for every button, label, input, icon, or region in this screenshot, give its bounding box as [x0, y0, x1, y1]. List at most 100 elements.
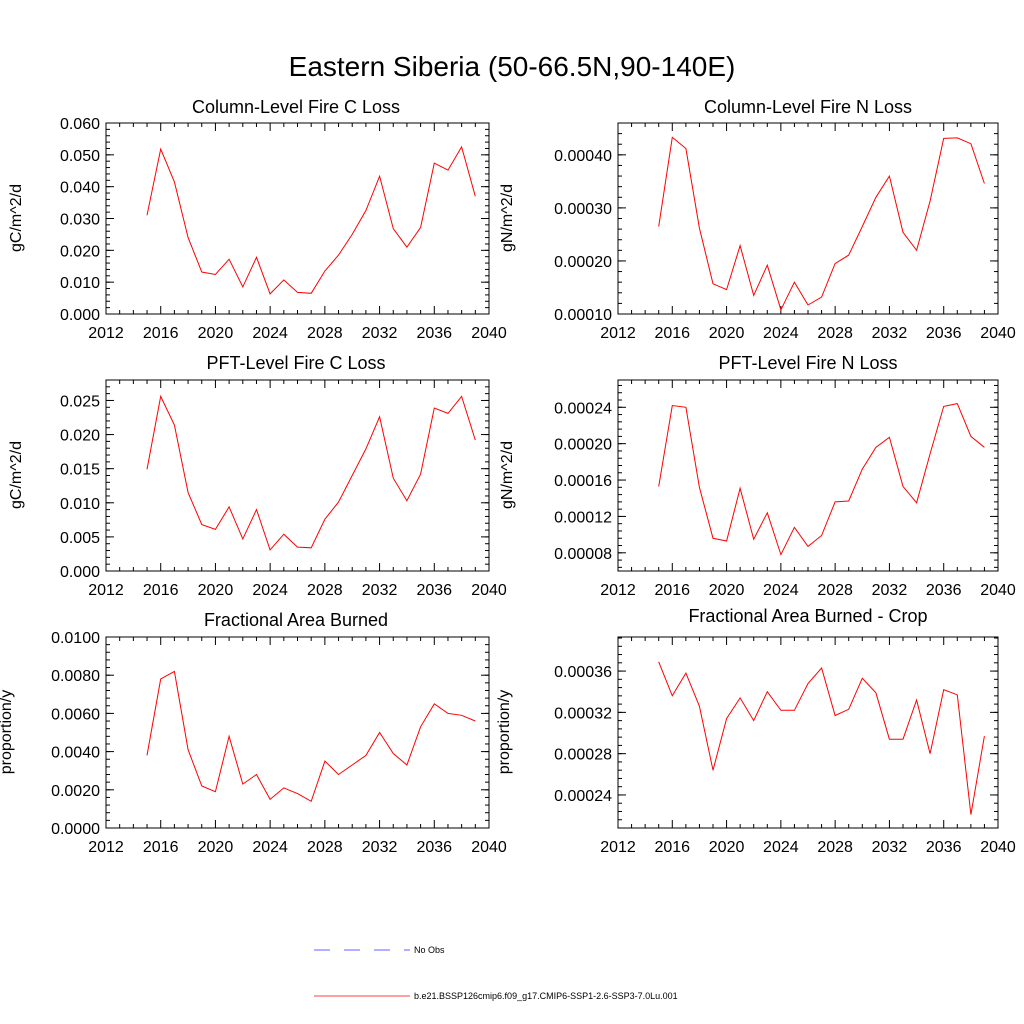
- y-tick-label: 0.00012: [554, 509, 612, 526]
- x-tick-label: 2032: [872, 582, 908, 599]
- x-tick-label: 2032: [872, 325, 908, 342]
- plot-area: 2012 2016 2020 2024 2028 2032 2036 2040 0.00008 0…: [554, 379, 1016, 599]
- y-tick-label: 0.00008: [554, 546, 612, 563]
- x-tick-label: 2036: [416, 325, 452, 342]
- x-tick-label: 2024: [763, 839, 799, 856]
- x-tick-label: 2028: [817, 839, 853, 856]
- y-axis-label: gC/m^2/d: [8, 441, 25, 509]
- legend-label: No Obs: [414, 945, 445, 955]
- y-tick-label: 0.00016: [554, 473, 612, 490]
- plot-area: 2012 2016 2020 2024 2028 2032 2036 2040 0.00010 0…: [554, 122, 1016, 342]
- y-tick-label: 0.00024: [554, 788, 612, 805]
- x-tick-label: 2032: [362, 582, 398, 599]
- x-tick-label: 2032: [362, 325, 398, 342]
- x-tick-label: 2028: [817, 582, 853, 599]
- plot-area: 2012 2016 2020 2024 2028 2032 2036 2040 0.000 0.0…: [60, 379, 507, 599]
- y-axis-label: gN/m^2/d: [499, 441, 516, 509]
- x-tick-label: 2036: [926, 325, 962, 342]
- x-tick-label: 2024: [763, 582, 799, 599]
- y-tick-label: 0.00028: [554, 747, 612, 764]
- y-tick-label: 0.00030: [554, 201, 612, 218]
- panel-column-c-loss: Column-Level Fire C Loss gC/m^2/d 2012 20…: [8, 97, 507, 342]
- x-tick-label: 2020: [709, 582, 745, 599]
- y-tick-label: 0.00040: [554, 148, 612, 165]
- x-tick-label: 2020: [198, 582, 234, 599]
- panel-title: PFT-Level Fire N Loss: [718, 353, 897, 373]
- y-tick-label: 0.050: [60, 148, 100, 165]
- plot-frame: [105, 379, 490, 572]
- y-axis-label: gC/m^2/d: [8, 184, 25, 252]
- y-tick-label: 0.0020: [51, 783, 100, 800]
- x-tick-label: 2012: [88, 325, 124, 342]
- series-line: [146, 670, 476, 803]
- y-tick-label: 0.00020: [554, 254, 612, 271]
- y-tick-label: 0.00024: [554, 400, 612, 417]
- y-tick-label: 0.00010: [554, 307, 612, 324]
- y-tick-label: 0.0040: [51, 745, 100, 762]
- y-axis-label: gN/m^2/d: [499, 184, 516, 252]
- x-tick-label: 2024: [252, 325, 288, 342]
- x-tick-label: 2032: [362, 839, 398, 856]
- panel-title: Column-Level Fire N Loss: [704, 97, 912, 117]
- y-tick-label: 0.00032: [554, 705, 612, 722]
- x-tick-label: 2012: [88, 582, 124, 599]
- panel-fractional-area-burned-crop: Fractional Area Burned - Crop proportion…: [496, 606, 1016, 856]
- panel-title: Fractional Area Burned - Crop: [688, 606, 927, 626]
- legend-item-no-obs: No Obs: [314, 945, 445, 955]
- plot-area: 2012 2016 2020 2024 2028 2032 2036 2040 0.0000 0.…: [51, 630, 507, 856]
- x-tick-label: 2024: [763, 325, 799, 342]
- x-tick-label: 2016: [654, 582, 690, 599]
- x-tick-label: 2012: [88, 839, 124, 856]
- y-tick-label: 0.025: [60, 393, 100, 410]
- series-line: [658, 403, 985, 556]
- x-tick-label: 2024: [252, 582, 288, 599]
- series-line: [658, 136, 985, 312]
- legend: No Obs b.e21.BSSP126cmip6.f09_g17.CMIP6-…: [314, 945, 678, 1001]
- plot-frame: [105, 636, 490, 829]
- panel-fractional-area-burned: Fractional Area Burned proportion/y 2012…: [0, 610, 507, 856]
- series-line: [146, 145, 476, 295]
- x-tick-label: 2016: [143, 325, 179, 342]
- y-tick-label: 0.060: [60, 116, 100, 133]
- x-tick-label: 2028: [307, 582, 343, 599]
- x-tick-label: 2040: [471, 839, 507, 856]
- x-tick-label: 2040: [471, 325, 507, 342]
- y-tick-label: 0.000: [60, 564, 100, 581]
- x-tick-label: 2020: [198, 325, 234, 342]
- panel-title: Fractional Area Burned: [204, 610, 388, 630]
- panel-title: Column-Level Fire C Loss: [192, 97, 400, 117]
- panel-pft-c-loss: PFT-Level Fire C Loss gC/m^2/d 2012 2016 2…: [8, 353, 507, 599]
- panel-pft-n-loss: PFT-Level Fire N Loss gN/m^2/d 2012 2016 2…: [499, 353, 1016, 599]
- figure-title: Eastern Siberia (50-66.5N,90-140E): [289, 51, 736, 82]
- panel-title: PFT-Level Fire C Loss: [206, 353, 385, 373]
- plot-frame: [617, 636, 999, 829]
- y-tick-label: 0.030: [60, 212, 100, 229]
- x-tick-label: 2036: [416, 839, 452, 856]
- x-tick-label: 2020: [198, 839, 234, 856]
- panel-column-n-loss: Column-Level Fire N Loss gN/m^2/d 2012 20…: [499, 97, 1016, 342]
- x-tick-label: 2024: [252, 839, 288, 856]
- plot-area: 2012 2016 2020 2024 2028 2032 2036 2040 0.000 0.0…: [60, 116, 507, 342]
- plot-frame: [105, 122, 490, 315]
- y-tick-label: 0.010: [60, 496, 100, 513]
- x-tick-label: 2036: [926, 839, 962, 856]
- legend-item-model-run: b.e21.BSSP126cmip6.f09_g17.CMIP6-SSP1-2.…: [314, 991, 678, 1001]
- x-tick-label: 2012: [600, 839, 636, 856]
- y-tick-label: 0.0080: [51, 668, 100, 685]
- y-tick-label: 0.0060: [51, 706, 100, 723]
- y-tick-label: 0.015: [60, 462, 100, 479]
- x-tick-label: 2040: [980, 582, 1016, 599]
- x-tick-label: 2020: [709, 839, 745, 856]
- y-tick-label: 0.020: [60, 243, 100, 260]
- y-tick-label: 0.005: [60, 530, 100, 547]
- x-tick-label: 2028: [307, 839, 343, 856]
- y-tick-label: 0.040: [60, 180, 100, 197]
- x-tick-label: 2040: [980, 325, 1016, 342]
- x-tick-label: 2028: [817, 325, 853, 342]
- series-line: [146, 394, 476, 551]
- x-tick-label: 2040: [980, 839, 1016, 856]
- x-tick-label: 2016: [143, 839, 179, 856]
- legend-label: b.e21.BSSP126cmip6.f09_g17.CMIP6-SSP1-2.…: [414, 991, 678, 1001]
- x-tick-label: 2016: [654, 325, 690, 342]
- x-tick-label: 2036: [926, 582, 962, 599]
